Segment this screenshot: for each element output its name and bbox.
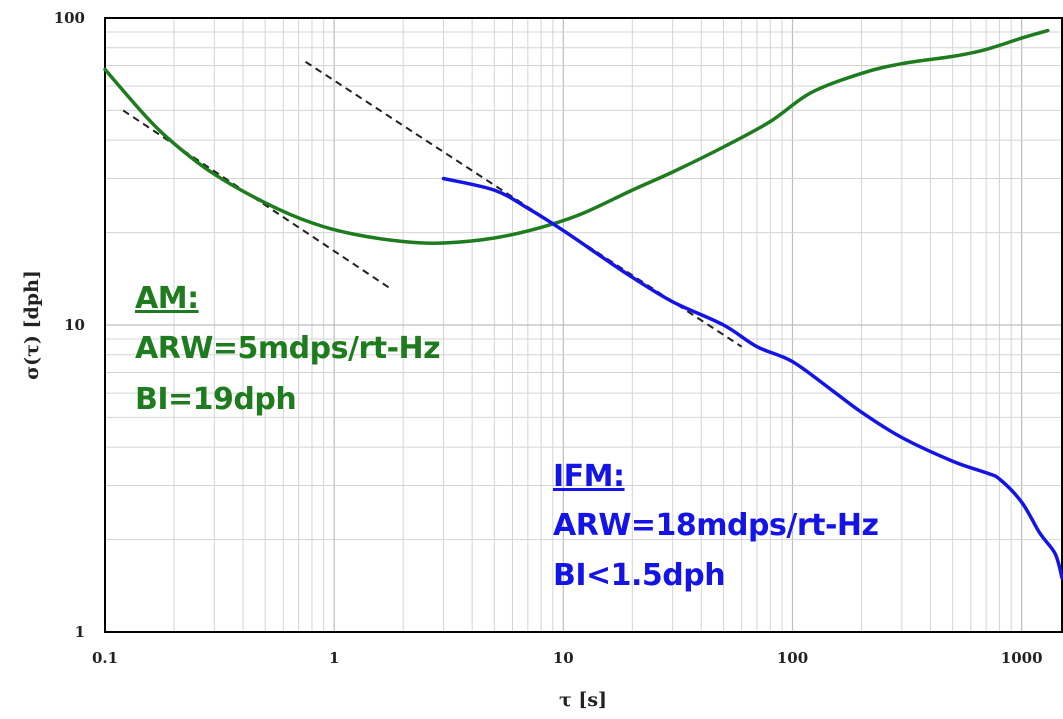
- plot-frame: [104, 17, 1063, 633]
- am-annotation-heading: AM:: [135, 281, 199, 316]
- x-tick-label: 1: [329, 649, 339, 667]
- ifm-annotation-heading: IFM:: [553, 459, 625, 494]
- x-tick-label: 100: [777, 649, 808, 667]
- y-axis-label: σ(τ) [dph]: [21, 270, 43, 380]
- am-annotation: AM: ARW=5mdps/rt-Hz BI=19dph: [135, 281, 441, 417]
- fit-lines: [122, 60, 743, 348]
- y-tick-label: 10: [64, 316, 85, 334]
- ifm-annotation-bi: BI<1.5dph: [553, 558, 725, 593]
- y-tick-labels: 1 10 100: [54, 9, 85, 641]
- x-tick-label: 1000: [1001, 649, 1043, 667]
- series-line-ifm: [441, 176, 1063, 580]
- ifm-annotation: IFM: ARW=18mdps/rt-Hz BI<1.5dph: [553, 459, 879, 593]
- x-tick-labels: 0.1 1 10 100 1000: [92, 649, 1043, 667]
- series-line-am: [103, 28, 1050, 245]
- x-tick-label: 0.1: [92, 649, 118, 667]
- series-lines: [103, 28, 1063, 580]
- y-tick-label: 1: [75, 623, 85, 641]
- am-annotation-bi: BI=19dph: [135, 382, 296, 417]
- x-axis-label: τ [s]: [559, 689, 607, 711]
- am-annotation-arw: ARW=5mdps/rt-Hz: [135, 331, 440, 366]
- x-tick-label: 10: [553, 649, 574, 667]
- y-tick-label: 100: [54, 9, 85, 27]
- ifm-annotation-arw: ARW=18mdps/rt-Hz: [553, 508, 879, 543]
